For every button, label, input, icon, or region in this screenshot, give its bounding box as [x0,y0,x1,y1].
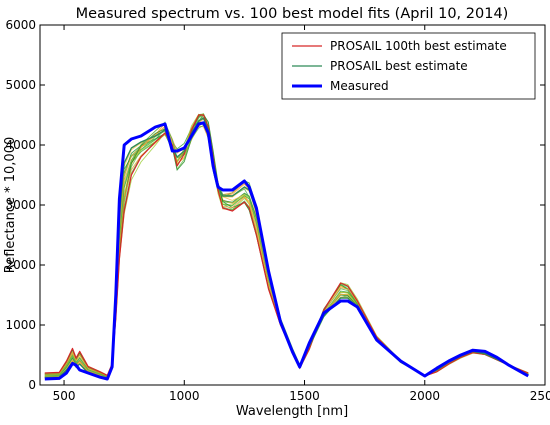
legend-label-100th: PROSAIL 100th best estimate [330,39,507,53]
series-line-measured [44,121,529,381]
y-tick-label: 2000 [5,258,36,272]
y-tick-label: 1000 [5,318,36,332]
x-tick-label: 1000 [169,389,200,403]
chart-title: Measured spectrum vs. 100 best model fit… [76,6,509,22]
legend-label-best: PROSAIL best estimate [330,59,468,73]
y-axis: 0 1000 2000 3000 4000 5000 6000 [5,18,545,392]
y-tick-label: 4000 [5,138,36,152]
x-tick-label: 1500 [289,389,320,403]
legend-box [281,32,536,100]
y-tick-label: 3000 [5,198,36,212]
y-axis-label: Reflectance * 10,000 [3,137,18,273]
x-tick-label: 2000 [409,389,440,403]
y-tick-label: 6000 [5,18,36,32]
legend-label-measured: Measured [330,79,389,93]
series-layer [44,114,529,381]
y-tick-label: 5000 [5,78,36,92]
x-axis-label: Wavelength [nm] [236,404,348,419]
x-tick-label: 500 [53,389,76,403]
y-tick-label: 0 [28,378,36,392]
legend: PROSAIL 100th best estimate PROSAIL best… [281,32,536,100]
